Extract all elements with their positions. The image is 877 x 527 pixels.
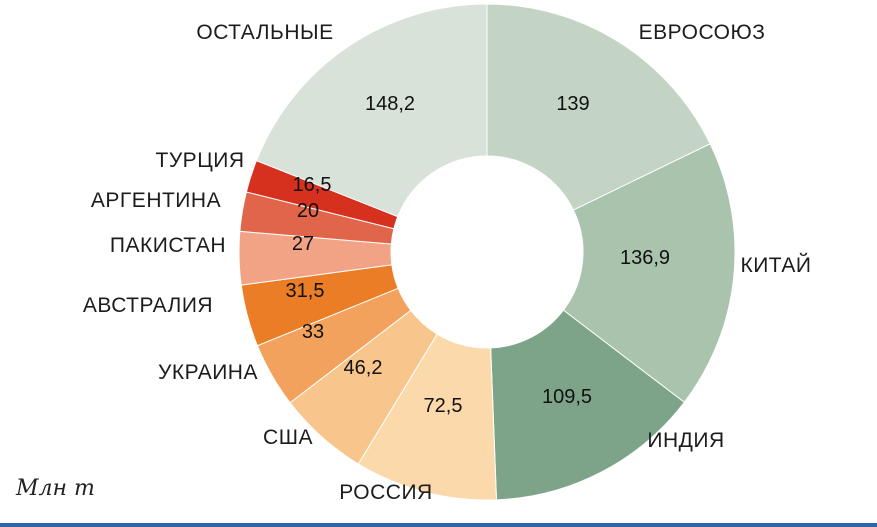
slice-label: ОСТАЛЬНЫЕ: [196, 21, 333, 44]
pie-slice: [357, 333, 497, 501]
slice-value: 20: [297, 200, 319, 222]
slice-label: ИНДИЯ: [647, 429, 724, 452]
slice-value: 72,5: [424, 395, 463, 417]
slice-value: 46,2: [344, 357, 383, 379]
pie-slice: [490, 309, 686, 501]
slice-value: 16,5: [293, 174, 332, 196]
slice-label: ЕВРОСОЮЗ: [639, 21, 766, 44]
slice-value: 27: [292, 233, 314, 255]
slice-value: 136,9: [620, 247, 670, 269]
slice-label: ПАКИСТАН: [110, 234, 226, 257]
pie-slice: [486, 3, 711, 211]
slice-label: АРГЕНТИНА: [91, 189, 221, 212]
pie-slice: [562, 143, 736, 403]
bottom-rule: [0, 523, 877, 527]
slice-label: ТУРЦИЯ: [156, 149, 245, 172]
slice-value: 139: [556, 93, 589, 115]
pie-slice: [255, 3, 488, 218]
slice-label: КИТАЙ: [740, 253, 811, 277]
slice-value: 148,2: [365, 93, 415, 115]
slice-label: УКРАИНА: [158, 361, 258, 384]
slice-label: РОССИЯ: [339, 481, 432, 504]
slice-label: США: [263, 426, 313, 449]
slice-label: АВСТРАЛИЯ: [83, 294, 213, 317]
slice-value: 33: [302, 321, 324, 343]
slice-value: 31,5: [286, 280, 325, 302]
unit-label: Млн т: [16, 476, 95, 501]
slice-value: 109,5: [542, 386, 592, 408]
